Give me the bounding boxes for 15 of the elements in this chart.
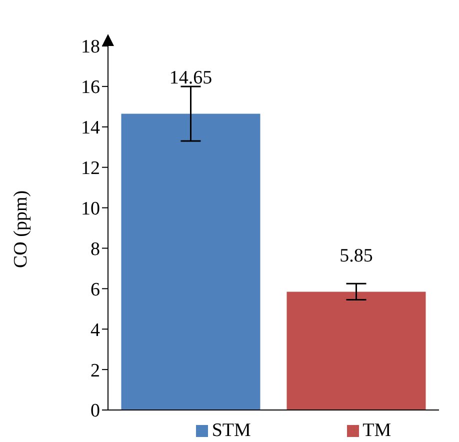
y-tick-label: 4 [90,320,100,341]
y-tick-label: 12 [81,158,100,180]
y-tick-label: 2 [90,360,100,382]
y-axis-title: CO (ppm) [10,190,32,268]
y-tick-label: 14 [81,118,100,139]
y-tick-label: 16 [81,77,100,98]
y-tick-label: 18 [81,36,100,58]
legend-label: STM [212,420,251,442]
y-tick-label: 6 [90,279,100,300]
y-tick-label: 10 [81,198,100,220]
legend-label: TM [362,420,392,442]
y-tick-label: 8 [90,238,100,260]
data-label: 14.65 [169,68,212,89]
y-tick-label: 0 [90,400,100,422]
data-label: 5.85 [340,246,373,267]
